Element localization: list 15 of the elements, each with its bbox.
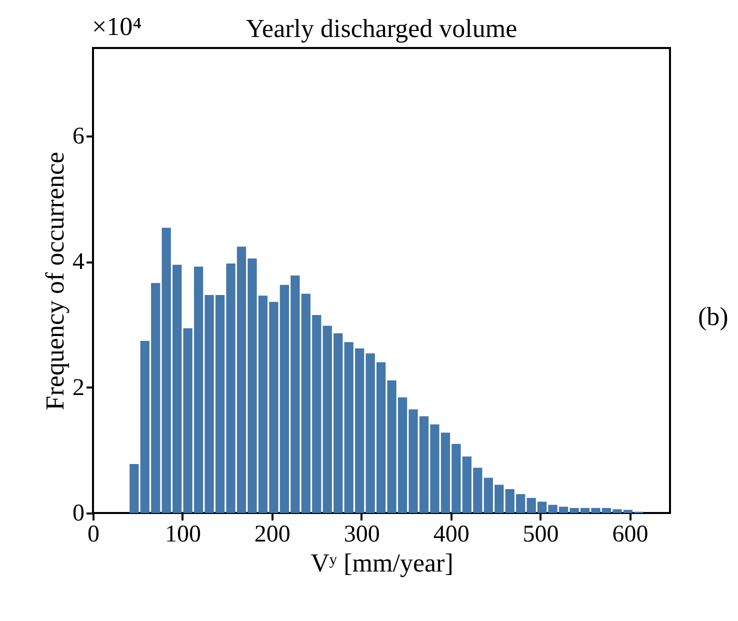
- y-axis-title: Frequency of occurrence: [40, 152, 70, 410]
- x-tick-label: 400: [433, 522, 470, 548]
- x-tick-label: 600: [612, 522, 648, 548]
- x-tick-label: 100: [164, 522, 201, 548]
- y-tick-label: 6: [72, 123, 84, 150]
- x-tick-label: 500: [522, 522, 559, 548]
- x-axis-title: Vʸ [mm/year]: [310, 548, 454, 578]
- chart-title: Yearly discharged volume: [246, 14, 518, 43]
- y-tick-label: 4: [72, 249, 84, 276]
- text: ×10⁴: [92, 12, 142, 42]
- text: (b): [698, 302, 728, 332]
- y-tick-label: 0: [72, 500, 84, 526]
- x-tick-label: 200: [254, 522, 290, 548]
- y-tick-label: 2: [72, 374, 84, 401]
- x-tick-label: 300: [344, 522, 380, 548]
